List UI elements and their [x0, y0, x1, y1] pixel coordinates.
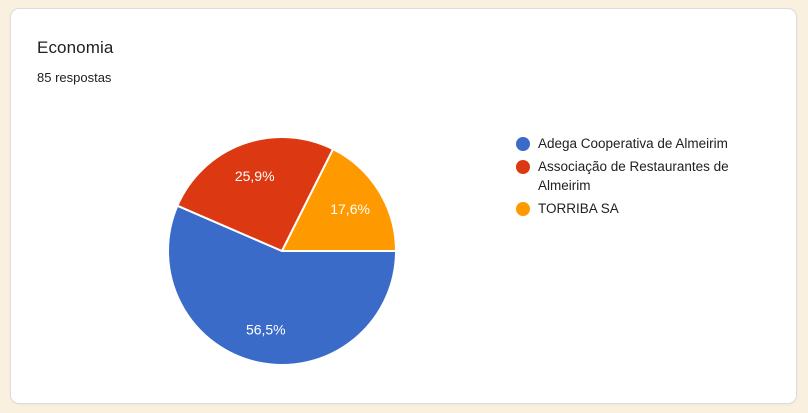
pie-slice-percent-label: 56,5% — [246, 321, 286, 337]
legend-color-dot — [516, 136, 530, 151]
legend-color-dot — [516, 201, 530, 216]
pie-slice-2[interactable] — [176, 135, 335, 252]
response-count: 85 respostas — [37, 70, 112, 85]
legend-item-3: TORRIBA SA — [516, 197, 768, 220]
chart-legend: Adega Cooperativa de Almeirim Associação … — [516, 132, 768, 220]
pie-slice-percent-label: 25,9% — [235, 168, 275, 184]
legend-label: Associação de Restaurantes de Almeirim — [538, 159, 729, 193]
pie-slice-percent-label: 17,6% — [330, 201, 370, 217]
response-summary-card: Economia 85 respostas 56,5% 25,9% 17,6% Ad… — [10, 8, 797, 404]
legend-label: Adega Cooperativa de Almeirim — [538, 136, 728, 151]
question-title: Economia — [37, 38, 114, 57]
pie-slice-1[interactable] — [167, 204, 397, 366]
legend-item-2: Associação de Restaurantes de Almeirim — [516, 155, 768, 197]
legend-label: TORRIBA SA — [538, 201, 619, 216]
legend-item-1: Adega Cooperativa de Almeirim — [516, 132, 768, 155]
pie-slice-3[interactable] — [281, 148, 397, 252]
pie-chart: 56,5% 25,9% 17,6% — [162, 131, 402, 371]
legend-color-dot — [516, 159, 530, 174]
pie-svg: 56,5% 25,9% 17,6% — [167, 135, 397, 366]
